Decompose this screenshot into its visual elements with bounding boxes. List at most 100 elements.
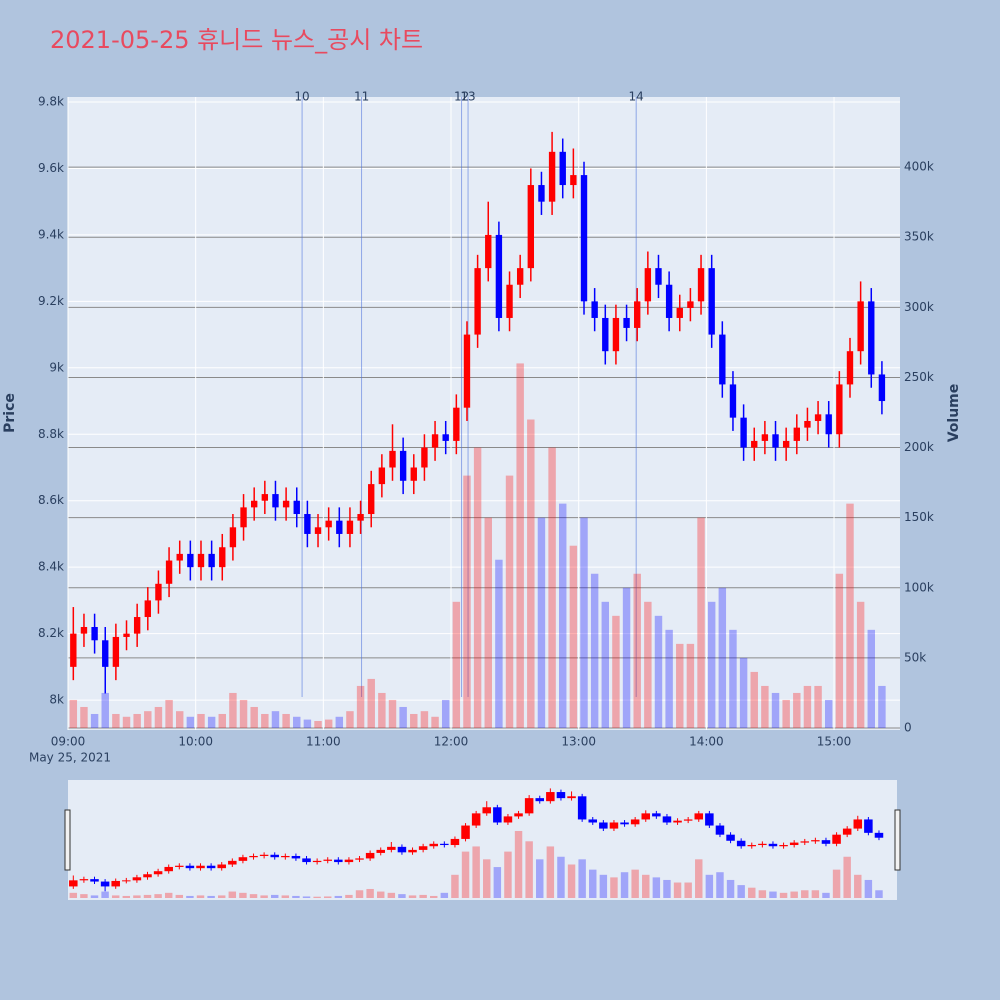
mini-candle-body: [641, 813, 651, 820]
mini-volume-bar: [832, 869, 841, 898]
volume-bar: [803, 685, 812, 728]
candle-body: [399, 450, 407, 481]
mini-volume-bar: [302, 896, 311, 898]
plot-area: [68, 97, 900, 730]
candle-body: [793, 427, 800, 441]
y-axis-title: Price: [2, 393, 18, 433]
volume-bar: [271, 711, 280, 728]
mini-candle-body: [683, 819, 693, 821]
range-handle[interactable]: [64, 809, 71, 871]
candle-body: [336, 520, 343, 534]
y-tick-label: 9.8k: [38, 94, 64, 108]
volume-bar: [133, 713, 141, 728]
mini-volume-bar: [292, 895, 300, 898]
mini-candle-body: [281, 855, 290, 858]
mini-volume-bar: [779, 892, 788, 898]
volume-bar: [346, 711, 354, 728]
candle-body: [846, 351, 854, 385]
mini-volume-bar: [80, 894, 88, 898]
mini-candle-body: [673, 820, 682, 823]
mini-volume-bar: [525, 841, 533, 898]
mini-volume-bar: [493, 867, 502, 898]
volume-bar: [676, 643, 684, 728]
mini-candle-body: [577, 796, 587, 820]
candle-body: [814, 414, 822, 421]
volume-bar: [516, 363, 524, 728]
volume-bar: [303, 719, 312, 728]
mini-candle-body: [609, 822, 619, 829]
candle-body: [293, 500, 300, 515]
y-tick-label: 8.4k: [38, 560, 64, 574]
x-date-label: May 25, 2021: [29, 751, 111, 765]
candle-body: [219, 547, 226, 568]
news-label: 11: [354, 90, 369, 104]
candle-body: [304, 514, 311, 534]
mini-volume-bar: [705, 874, 714, 898]
candle-body: [314, 527, 322, 534]
mini-volume-bar: [313, 896, 321, 898]
mini-candle-body: [482, 807, 491, 814]
y-tick-label: 8.6k: [38, 493, 64, 507]
y-tick-label: 8.8k: [38, 427, 64, 441]
mini-candle-body: [705, 813, 714, 826]
candle-body: [772, 434, 779, 448]
mini-candle-body: [111, 880, 120, 887]
mini-candle-body: [90, 879, 99, 882]
mini-volume-bar: [599, 874, 608, 898]
mini-volume-bar: [514, 830, 523, 898]
news-label: 12: [454, 90, 469, 104]
mini-volume-bar: [578, 859, 586, 898]
mini-volume-bar: [737, 885, 745, 898]
y2-tick-label: 400k: [904, 160, 934, 174]
x-tick-label: 09:00: [51, 735, 86, 749]
mini-volume-bar: [673, 882, 682, 898]
candle-body: [548, 151, 556, 202]
mini-candle-body: [811, 840, 820, 842]
candle-body: [719, 334, 726, 385]
candle-body: [634, 301, 641, 328]
mini-candle-body: [291, 855, 301, 859]
candle-body: [208, 553, 215, 568]
range-slider[interactable]: [68, 780, 897, 900]
mini-volume-bar: [663, 879, 671, 898]
volume-bar: [612, 615, 620, 728]
candle-body: [421, 447, 428, 468]
mini-candle-body: [238, 857, 248, 861]
candle-body: [687, 301, 694, 308]
mini-candle-body: [842, 828, 852, 835]
mini-volume-bar: [811, 890, 820, 898]
candle-body: [655, 268, 662, 285]
mini-volume-bar: [345, 894, 353, 898]
candle-body: [442, 434, 449, 441]
y-tick-label: 9k: [49, 360, 64, 374]
volume-bar: [601, 601, 610, 728]
volume-bar: [420, 711, 429, 728]
mini-volume-bar: [111, 895, 120, 898]
candle-body: [176, 553, 183, 561]
range-handle[interactable]: [894, 809, 901, 871]
volume-bar: [218, 713, 226, 728]
volume-bar: [644, 601, 652, 728]
mini-volume-bar: [398, 894, 406, 898]
mini-volume-bar: [334, 895, 343, 898]
volume-bar: [782, 699, 790, 728]
mini-volume-bar: [249, 894, 258, 898]
y-tick-label: 9.2k: [38, 294, 64, 308]
mini-candle-body: [100, 881, 110, 887]
mini-candle-body: [79, 879, 89, 881]
mini-volume-bar: [186, 895, 194, 898]
mini-volume-bar: [175, 894, 184, 898]
mini-volume-bar: [143, 894, 152, 898]
volume-bar: [761, 685, 769, 728]
mini-candle-body: [185, 865, 195, 869]
mini-candle-body: [365, 852, 375, 859]
mini-candle-body: [143, 874, 152, 878]
mini-volume-bar: [843, 856, 851, 898]
y2-tick-label: 250k: [904, 370, 934, 384]
candle-body: [165, 560, 173, 584]
candle-body: [485, 234, 492, 269]
candle-body: [506, 284, 513, 318]
candle-body: [644, 268, 652, 302]
mini-volume-bar: [324, 896, 332, 898]
